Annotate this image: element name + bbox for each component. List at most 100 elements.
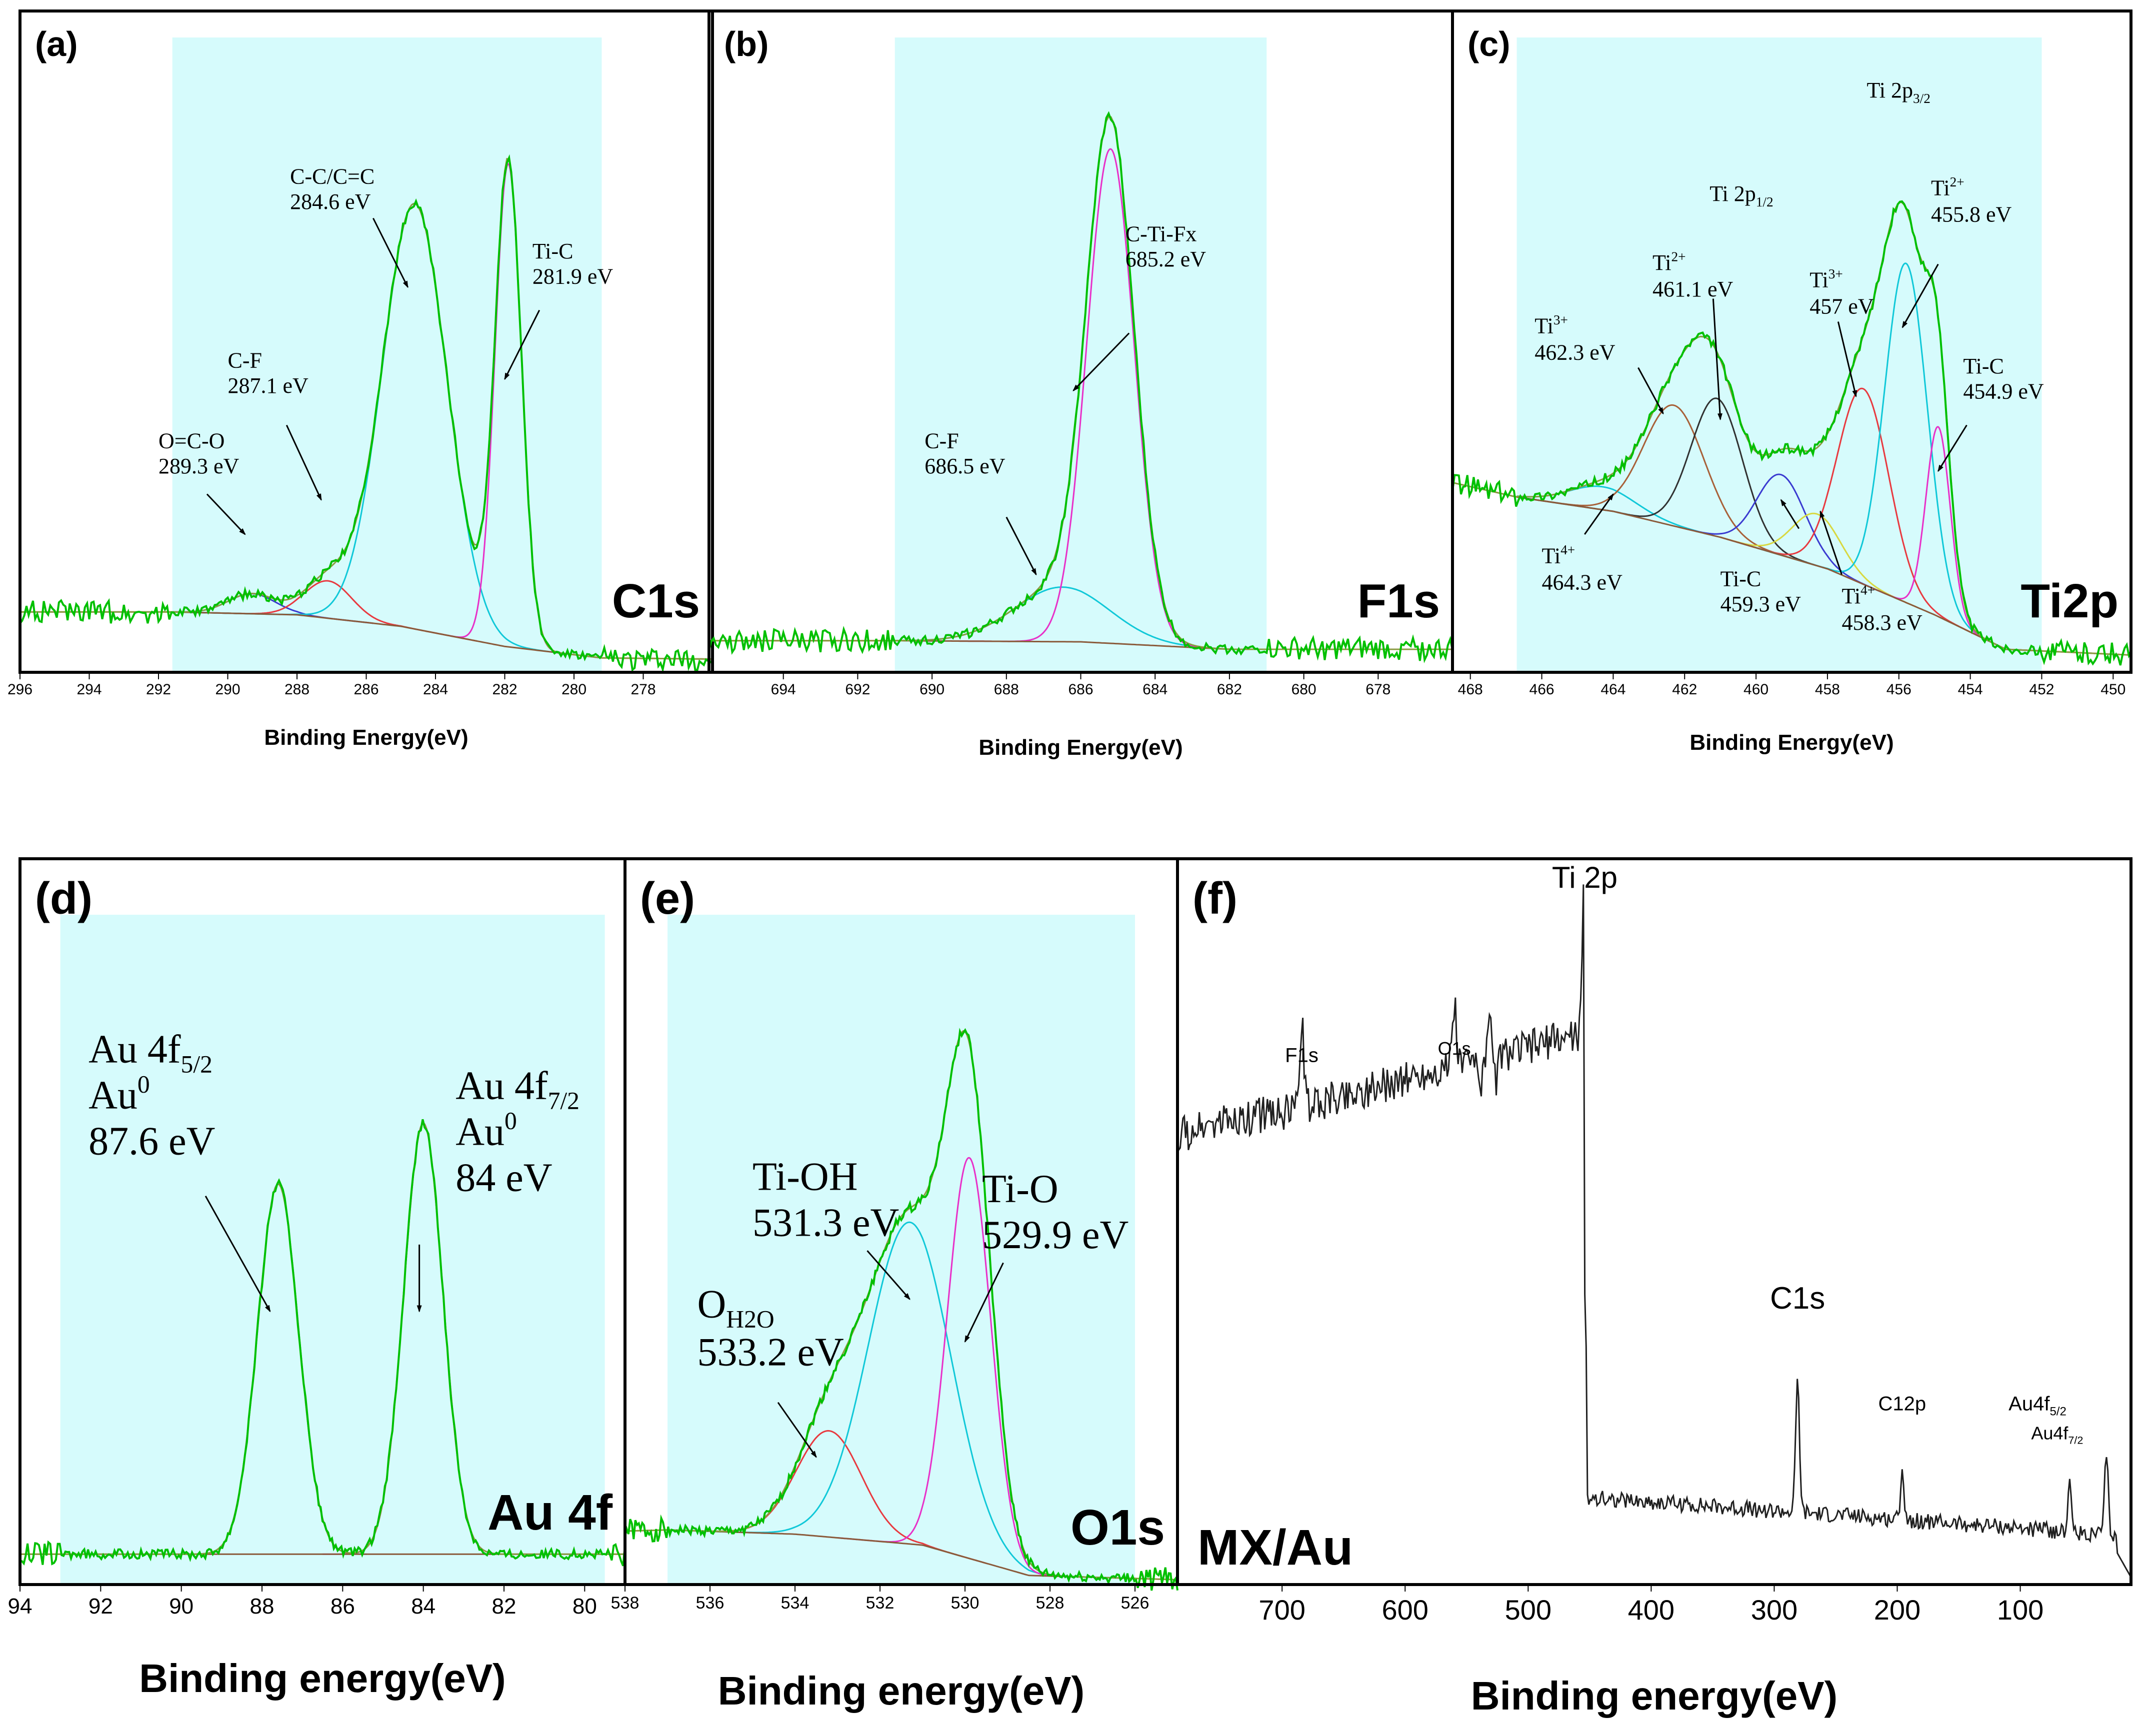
annotation-line: 531.3 eV — [752, 1201, 899, 1245]
annotation-line: 284.6 eV — [290, 189, 371, 214]
panel-frame — [1176, 857, 2132, 1586]
annotation-line: 686.5 eV — [924, 454, 1006, 478]
peak-label: Au4f5/2 — [2008, 1393, 2066, 1419]
annotation-arrow — [777, 1402, 817, 1458]
annotation-line: Ti-C — [1720, 567, 1762, 591]
x-tick-label: 686 — [1068, 681, 1093, 698]
x-axis-label: Binding energy(eV) — [139, 1656, 506, 1701]
x-tick-label: 94 — [8, 1594, 32, 1619]
x-tick-label: 466 — [1530, 681, 1554, 698]
x-tick-label: 290 — [215, 681, 240, 698]
annotation-line: 685.2 eV — [1126, 247, 1206, 271]
x-tick-label: 694 — [771, 681, 796, 698]
panel-frame — [1451, 9, 2132, 674]
annotation-3: Ti2+455.8 eV — [1902, 174, 2012, 328]
annotation-line: Ti-O — [982, 1167, 1058, 1211]
x-tick-label: 450 — [2100, 681, 2126, 698]
annotation-arrow — [1780, 499, 1800, 529]
x-tick-label: 528 — [1036, 1594, 1064, 1613]
x-tick-label: 460 — [1744, 681, 1768, 698]
shaded-region — [1516, 37, 2042, 672]
annotation-line: C-F — [228, 348, 262, 373]
x-tick-label: 678 — [1366, 681, 1390, 698]
annotation-line: Ti 2p3/2 — [1866, 78, 1930, 106]
x-tick-label: 526 — [1121, 1594, 1150, 1613]
x-tick-label: 282 — [492, 681, 517, 698]
raw-spectrum — [624, 1027, 1178, 1591]
peak-label: C1s — [1770, 1281, 1825, 1316]
region-label: C1s — [612, 574, 700, 628]
annotation-line: Ti3+ — [1534, 312, 1568, 338]
panel-label: (f) — [1192, 874, 1238, 924]
x-tick-label: 458 — [1815, 681, 1840, 698]
x-tick-label: 536 — [696, 1594, 724, 1613]
x-tick-label: 500 — [1505, 1594, 1552, 1626]
component-ti-c-459-3 — [1684, 473, 1882, 593]
annotation-arrow — [1584, 493, 1614, 535]
panel-label: (b) — [724, 24, 768, 63]
annotation-line: Au 4f7/2 — [456, 1064, 580, 1114]
annotation-line: 461.1 eV — [1652, 277, 1734, 301]
x-tick-label: 286 — [354, 681, 378, 698]
shaded-region — [60, 915, 605, 1585]
x-tick-label: 100 — [1997, 1594, 2044, 1626]
shaded-region — [894, 37, 1267, 672]
annotation-line: Ti-OH — [752, 1155, 858, 1199]
annotation-line: 529.9 eV — [982, 1213, 1128, 1257]
annotation-arrow — [866, 1250, 910, 1300]
x-tick-label: 684 — [1142, 681, 1168, 698]
peak-label: F1s — [1285, 1045, 1318, 1067]
annotation-0: Ti3+462.3 eV — [1534, 312, 1664, 415]
annotation-arrow — [1837, 321, 1858, 397]
x-axis-label: Binding Energy(eV) — [1690, 730, 1894, 755]
annotation-arrow — [286, 424, 322, 501]
x-tick-label: 538 — [611, 1594, 640, 1613]
raw-spectrum — [19, 154, 714, 673]
annotation-line: 87.6 eV — [88, 1120, 215, 1164]
annotation-line: Ti2+ — [1652, 249, 1686, 275]
annotation-line: O=C-O — [158, 429, 224, 453]
annotation-line: Au 4f5/2 — [88, 1028, 212, 1078]
x-tick-label: 200 — [1874, 1594, 1920, 1626]
region-label: Ti2p — [2020, 574, 2118, 628]
annotation-line: Ti3+ — [1810, 266, 1843, 292]
annotation-line: 459.3 eV — [1720, 592, 1802, 616]
annotation-line: 454.9 eV — [1963, 379, 2044, 404]
x-tick-label: 682 — [1217, 681, 1242, 698]
annotation-arrow — [1820, 510, 1842, 575]
x-tick-label: 680 — [1292, 681, 1316, 698]
shaded-region — [668, 915, 1135, 1585]
raw-spectrum — [708, 111, 1454, 663]
x-axis-label: Binding Energy(eV) — [264, 725, 468, 750]
x-tick-label: 300 — [1751, 1594, 1798, 1626]
annotation-line: C-Ti-Fx — [1126, 222, 1197, 246]
annotation-arrow — [504, 309, 540, 380]
annotation-arrow — [1072, 332, 1130, 391]
x-tick-label: 294 — [76, 681, 102, 698]
annotation-line: 464.3 eV — [1542, 570, 1623, 594]
x-tick-label: 280 — [562, 681, 586, 698]
x-tick-label: 468 — [1458, 681, 1483, 698]
annotation-arrow — [1902, 263, 1939, 328]
annotation-arrow — [964, 1262, 1004, 1343]
annotation-line: 289.3 eV — [158, 454, 240, 478]
peak-label: O1s — [1438, 1038, 1471, 1059]
x-tick-label: 688 — [994, 681, 1019, 698]
annotation-arrow — [372, 217, 408, 288]
x-tick-label: 80 — [572, 1594, 597, 1619]
x-tick-label: 690 — [920, 681, 944, 698]
sample-label: MX/Au — [1198, 1520, 1353, 1576]
annotation-5: Ti4+464.3 eV — [1542, 493, 1623, 594]
